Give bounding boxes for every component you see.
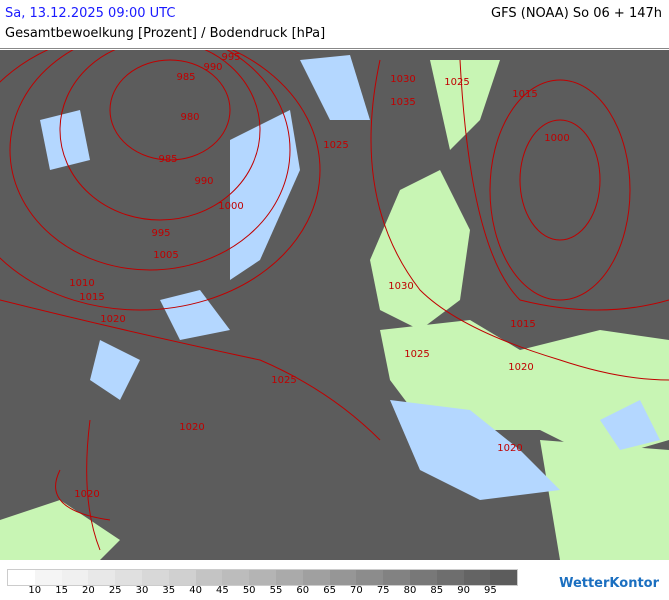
legend-tick: 65: [323, 585, 336, 596]
wetterkontor-logo: WetterKontor: [559, 576, 659, 591]
sea-areas: [40, 55, 660, 500]
isobar-label: 1025: [271, 375, 296, 386]
isobar-label: 1035: [390, 97, 415, 108]
legend-swatch: [222, 570, 250, 585]
isobar-label: 990: [194, 176, 213, 187]
isobar-label: 1025: [444, 77, 469, 88]
isobar-label: 1025: [323, 140, 348, 151]
isobar-label: 980: [180, 112, 199, 123]
legend-swatch: [436, 570, 464, 585]
legend-swatch: [61, 570, 89, 585]
isobar-label: 1020: [74, 489, 99, 500]
isobar-label: 1000: [218, 201, 243, 212]
legend-tick: 80: [403, 585, 417, 596]
legend-swatch: [302, 570, 330, 585]
isobar-label: 1015: [510, 319, 535, 330]
legend-tick: 40: [189, 585, 202, 596]
legend-tick: 10: [28, 585, 42, 596]
isobars: [0, 50, 669, 551]
isobar-label: 1020: [100, 314, 125, 325]
legend-swatch: [115, 570, 142, 585]
isobar-label: 1025: [404, 349, 429, 360]
legend-tick: 45: [216, 585, 229, 596]
legend-swatch: [249, 570, 276, 585]
legend-swatch: [275, 570, 303, 585]
isobar-label: 1005: [153, 250, 178, 261]
legend-swatch: [463, 570, 491, 585]
isobar-label: 1020: [508, 362, 533, 373]
legend-swatch: [195, 570, 223, 585]
forecast-datetime: Sa, 13.12.2025 09:00 UTC: [5, 6, 176, 21]
legend-tick: 70: [350, 585, 363, 596]
legend-swatch: [490, 570, 518, 585]
legend-tick: 35: [162, 585, 176, 596]
legend-swatch: [356, 570, 384, 585]
isobar-label: 995: [151, 228, 170, 239]
isobar-label: 1030: [390, 74, 415, 85]
legend-tick: 75: [376, 585, 390, 596]
isobar-label: 985: [176, 72, 195, 83]
isobar-label: 995: [221, 52, 240, 63]
legend-swatch: [8, 570, 35, 585]
map-subtitle: Gesamtbewoelkung [Prozent] / Bodendruck …: [5, 26, 326, 41]
isobar-label: 985: [158, 154, 177, 165]
isobar-label: 1020: [497, 443, 522, 454]
legend-swatch: [409, 570, 437, 585]
isobar-label: 1015: [512, 89, 537, 100]
legend-swatch: [88, 570, 116, 585]
isobar-label: 1015: [79, 292, 104, 303]
isobar-label: 1020: [179, 422, 204, 433]
cloud-cover-legend: [7, 569, 519, 586]
legend-tick: 30: [135, 585, 149, 596]
legend-swatch: [34, 570, 62, 585]
legend-tick: 25: [108, 585, 122, 596]
legend-tick: 60: [296, 585, 310, 596]
legend-swatch: [141, 570, 169, 585]
legend-swatch: [383, 570, 410, 585]
legend-tick: 20: [82, 585, 95, 596]
legend-tick: 50: [242, 585, 256, 596]
isobar-label: 1000: [544, 133, 569, 144]
isobar-label: 990: [203, 62, 222, 73]
isobar-label: 1030: [388, 281, 413, 292]
legend-tick: 95: [484, 585, 497, 596]
legend-swatch: [168, 570, 196, 585]
legend-tick: 55: [269, 585, 283, 596]
isobar-label: 1010: [69, 278, 94, 289]
legend-tick: 90: [457, 585, 470, 596]
legend-swatch: [329, 570, 357, 585]
legend-tick: 15: [55, 585, 68, 596]
weather-map: 9959909859809859901000995100510101015102…: [0, 50, 669, 560]
model-run: GFS (NOAA) So 06 + 147h: [491, 6, 662, 21]
legend-tick-labels: 10 15 20 25 30 35 40 45 50 55 60 65 70 75 80 85 90 95: [7, 585, 527, 599]
header-divider: [0, 48, 669, 49]
legend-tick: 85: [430, 585, 444, 596]
isobar-labels: 9959909859809859901000995100510101015102…: [69, 52, 569, 500]
